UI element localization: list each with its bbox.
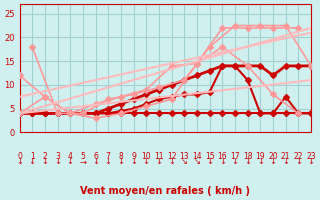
Text: ↘: ↘ <box>194 157 200 166</box>
Text: ↓: ↓ <box>105 157 112 166</box>
Text: ↓: ↓ <box>41 157 48 166</box>
Text: ↓: ↓ <box>156 157 163 166</box>
Text: ↓: ↓ <box>308 157 315 166</box>
Text: ↓: ↓ <box>219 157 226 166</box>
Text: ↓: ↓ <box>295 157 302 166</box>
Text: →: → <box>79 157 86 166</box>
Text: ↓: ↓ <box>244 157 251 166</box>
Text: ↓: ↓ <box>130 157 137 166</box>
Text: ↓: ↓ <box>16 157 23 166</box>
Text: ↓: ↓ <box>117 157 124 166</box>
Text: ↓: ↓ <box>54 157 61 166</box>
Text: ↓: ↓ <box>206 157 213 166</box>
Text: ↓: ↓ <box>231 157 238 166</box>
Text: ↓: ↓ <box>168 157 175 166</box>
Text: ↓: ↓ <box>92 157 99 166</box>
X-axis label: Vent moyen/en rafales ( km/h ): Vent moyen/en rafales ( km/h ) <box>80 186 250 196</box>
Text: ↓: ↓ <box>257 157 264 166</box>
Text: ↘: ↘ <box>181 157 188 166</box>
Text: ↓: ↓ <box>269 157 276 166</box>
Text: ↓: ↓ <box>29 157 36 166</box>
Text: ↓: ↓ <box>143 157 150 166</box>
Text: ↓: ↓ <box>282 157 289 166</box>
Text: ↓: ↓ <box>67 157 74 166</box>
